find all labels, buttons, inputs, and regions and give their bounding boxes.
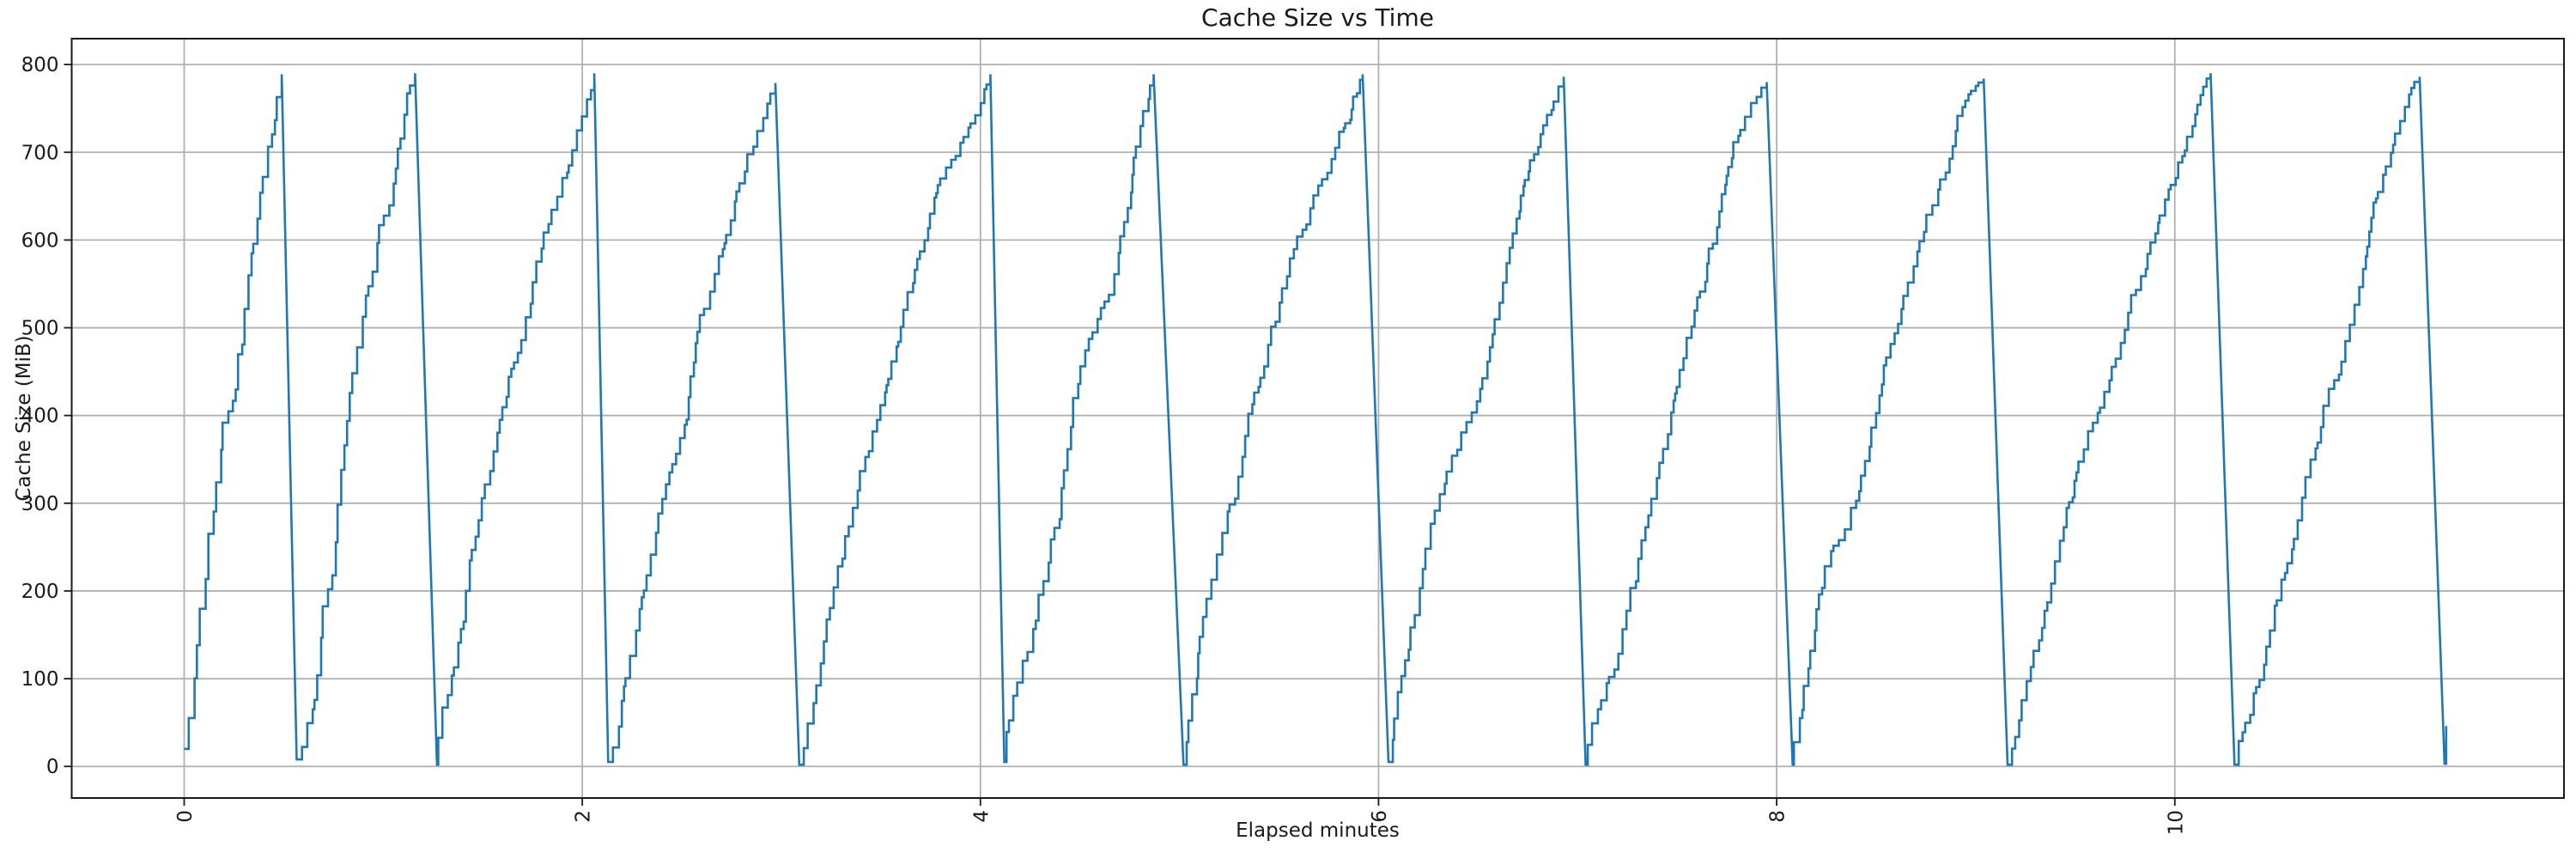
x-axis-label: Elapsed minutes: [1236, 819, 1400, 842]
y-tick-label: 700: [21, 142, 59, 164]
x-tick-label: 6: [1369, 810, 1391, 823]
y-tick-label: 500: [21, 318, 59, 340]
y-axis-label: Cache Size (MiB): [13, 335, 35, 502]
x-tick-label: 10: [2165, 810, 2187, 835]
y-tick-label: 800: [21, 54, 59, 76]
x-tick-label: 8: [1767, 810, 1789, 823]
x-tick-label: 0: [174, 810, 197, 823]
chart-title: Cache Size vs Time: [1201, 3, 1434, 32]
x-tick-label: 2: [573, 810, 595, 823]
y-tick-label: 200: [21, 581, 59, 603]
axes-spines: [70, 38, 2565, 799]
x-tick-label: 4: [970, 810, 993, 823]
y-tick-label: 400: [21, 405, 59, 428]
y-tick-label: 600: [21, 229, 59, 252]
y-tick-label: 0: [46, 756, 59, 778]
y-tick-label: 100: [21, 668, 59, 691]
y-tick-label: 300: [21, 493, 59, 515]
series-line: [184, 73, 2448, 766]
